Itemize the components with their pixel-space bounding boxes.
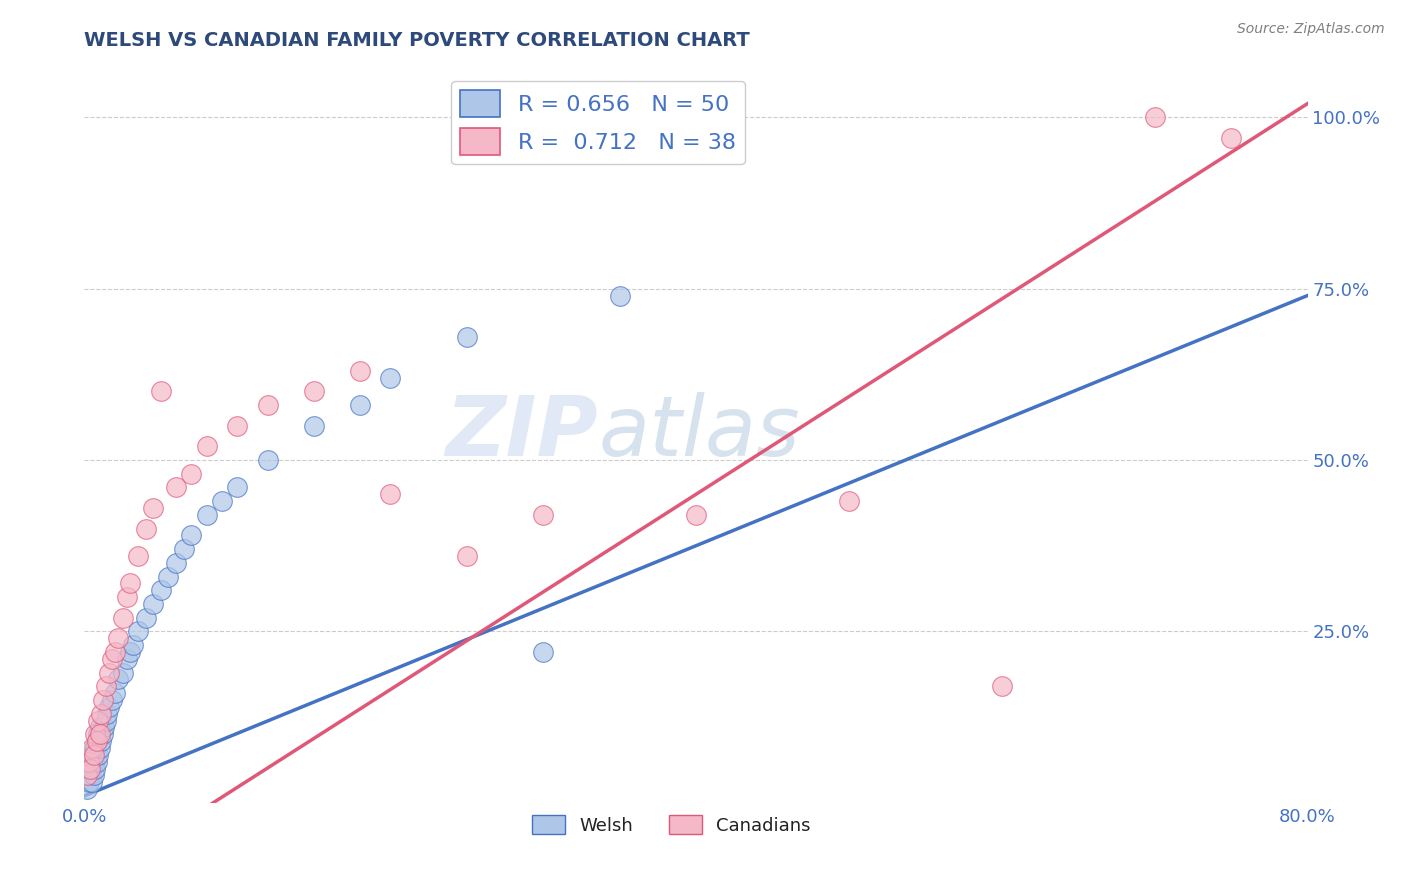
Point [84,741,107,756]
Point [83,747,105,762]
Point [531,508,554,522]
Point [104,686,127,700]
Text: ZIP: ZIP [446,392,598,473]
Point [302,418,325,433]
Point [195,439,218,453]
Point [80,762,103,776]
Text: atlas: atlas [598,392,800,473]
Point [79,762,101,776]
Point [149,384,172,399]
Point [89,727,111,741]
Point [257,453,280,467]
Point [76,768,98,782]
Point [226,480,249,494]
Point [135,610,157,624]
Point [142,501,165,516]
Point [79,768,101,782]
Point [456,329,478,343]
Point [226,418,249,433]
Point [107,673,129,687]
Point [77,755,100,769]
Point [77,762,100,776]
Point [120,576,142,591]
Text: WELSH VS CANADIAN FAMILY POVERTY CORRELATION CHART: WELSH VS CANADIAN FAMILY POVERTY CORRELA… [84,30,751,50]
Point [127,549,149,563]
Point [87,727,110,741]
Point [101,652,124,666]
Point [80,747,103,762]
Point [101,693,124,707]
Point [685,508,707,522]
Point [87,714,110,728]
Point [86,755,108,769]
Point [104,645,127,659]
Point [107,632,129,646]
Point [531,645,554,659]
Point [89,720,111,734]
Point [94,679,117,693]
Point [80,775,103,789]
Point [211,494,233,508]
Point [93,720,115,734]
Point [91,693,114,707]
Point [149,583,172,598]
Point [97,665,120,680]
Point [115,652,138,666]
Point [115,590,138,604]
Point [157,569,180,583]
Point [97,699,120,714]
Point [94,714,117,728]
Point [86,734,108,748]
Point [83,741,105,756]
Point [135,522,157,536]
Point [257,398,280,412]
Point [195,508,218,522]
Point [120,645,142,659]
Point [165,556,187,570]
Point [76,782,98,797]
Point [86,734,108,748]
Point [79,755,101,769]
Point [127,624,149,639]
Text: Source: ZipAtlas.com: Source: ZipAtlas.com [1237,22,1385,37]
Point [173,542,195,557]
Point [84,727,107,741]
Point [302,384,325,399]
Point [1143,110,1166,124]
Point [90,706,112,721]
Point [180,528,202,542]
Point [180,467,202,481]
Point [80,741,103,756]
Point [77,775,100,789]
Point [111,665,134,680]
Point [122,638,145,652]
Point [90,734,112,748]
Point [142,597,165,611]
Point [609,288,631,302]
Legend: Welsh, Canadians: Welsh, Canadians [526,808,818,842]
Point [838,494,860,508]
Point [84,762,107,776]
Point [349,364,371,378]
Point [83,755,105,769]
Point [83,768,105,782]
Point [91,727,114,741]
Point [349,398,371,412]
Point [380,371,402,385]
Point [991,679,1014,693]
Point [96,706,118,721]
Point [380,487,402,501]
Point [456,549,478,563]
Point [165,480,187,494]
Point [87,747,110,762]
Point [111,610,134,624]
Point [89,741,111,756]
Point [1220,131,1243,145]
